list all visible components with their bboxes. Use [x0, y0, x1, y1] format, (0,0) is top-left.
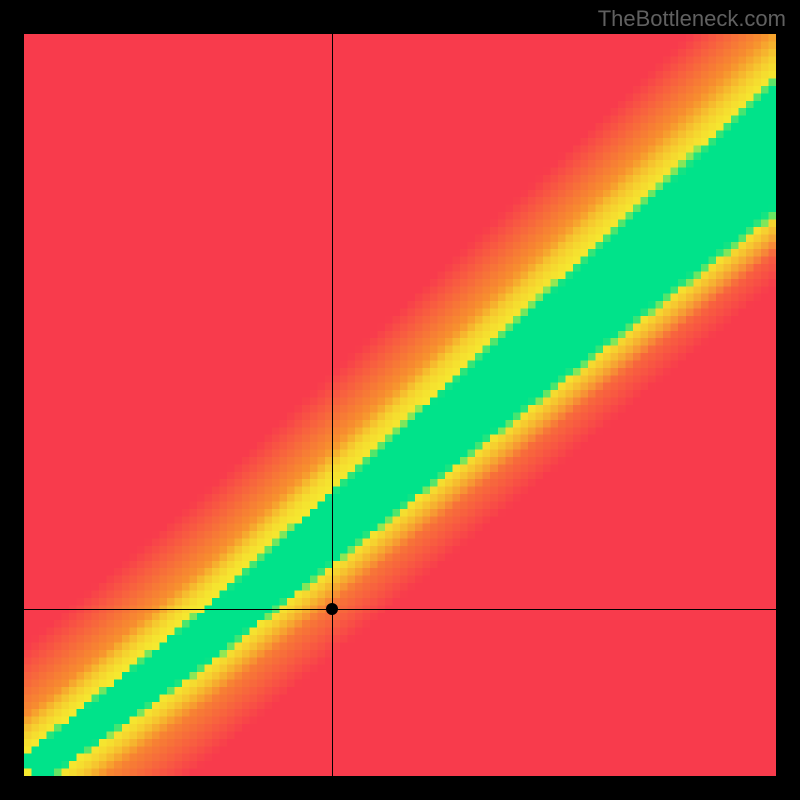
watermark-label: TheBottleneck.com — [598, 6, 786, 32]
crosshair-horizontal — [24, 609, 776, 610]
heatmap-plot — [24, 34, 776, 776]
heatmap-canvas — [24, 34, 776, 776]
chart-container: TheBottleneck.com — [0, 0, 800, 800]
crosshair-marker — [326, 603, 338, 615]
crosshair-vertical — [332, 34, 333, 776]
